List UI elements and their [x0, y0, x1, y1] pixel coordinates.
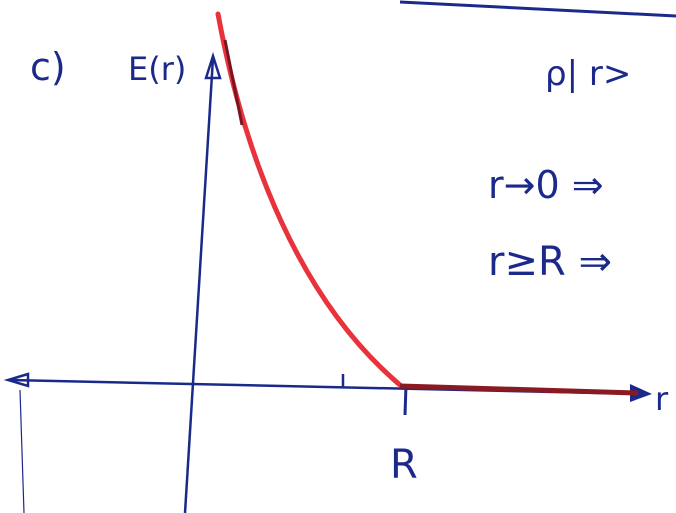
part-label: c)	[30, 45, 66, 89]
page: c) E(r) r R ρ| r> r→0 ⇒ r≥R ⇒ (() => { c…	[0, 0, 676, 513]
tick-r	[405, 385, 406, 415]
note: r≥R ⇒	[488, 239, 612, 285]
y-label: E(r)	[128, 50, 186, 88]
sketch: c) E(r) r R ρ| r> r→0 ⇒ r≥R ⇒	[0, 0, 676, 513]
note: r→0 ⇒	[488, 163, 604, 207]
note: ρ| r>	[545, 54, 631, 94]
r-mark: R	[390, 442, 418, 488]
x-label: r	[655, 380, 669, 418]
